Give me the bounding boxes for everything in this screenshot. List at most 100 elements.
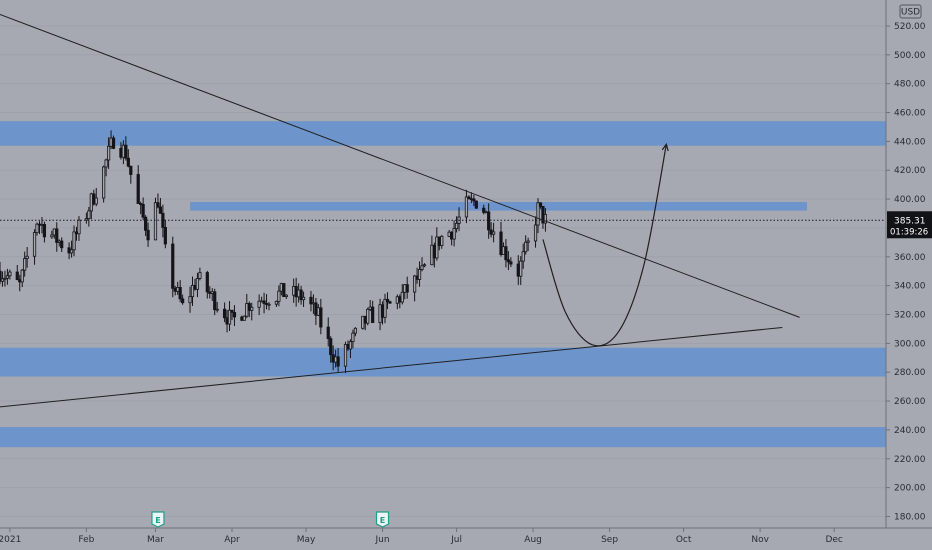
earnings-icon[interactable]: E (151, 511, 165, 528)
candle-body (156, 202, 160, 208)
candle-body (198, 272, 202, 279)
trendline-descending-resistance (0, 13, 800, 318)
price-zone (0, 121, 886, 146)
candle-body (504, 246, 508, 261)
candle-body (178, 287, 182, 300)
earnings-icon-label: E (155, 516, 160, 525)
candle-body (297, 289, 301, 298)
candle-body (292, 286, 296, 296)
candle-body (294, 286, 298, 298)
time-tick-label: Jun (375, 535, 390, 545)
price-tick-label: 240.00 (894, 426, 926, 436)
candle-body (301, 296, 306, 301)
price-tick-label: 460.00 (894, 109, 926, 119)
candle-body (450, 231, 454, 240)
trendline-ascending-support (0, 326, 783, 408)
candle-body (403, 284, 407, 293)
candle-body (452, 228, 456, 240)
candle-body (521, 251, 525, 262)
candle-body (437, 236, 441, 246)
candle-body (398, 296, 402, 303)
candle-body (415, 275, 419, 280)
candle-body (519, 260, 523, 277)
candle-body (516, 263, 520, 277)
price-tick-label: 220.00 (894, 455, 926, 465)
candle-body (188, 296, 192, 304)
candle-body (52, 228, 56, 236)
candle-body (67, 247, 71, 254)
last-price-badge (887, 211, 932, 239)
candle-body (72, 231, 76, 251)
candle-body (378, 304, 382, 323)
time-tick-label: Sep (601, 535, 618, 545)
candle-body (464, 196, 469, 218)
price-tick-label: 420.00 (894, 166, 926, 176)
time-tick-label: Nov (751, 535, 769, 545)
candle-body (163, 227, 167, 245)
time-tick-label: Aug (524, 535, 542, 545)
candle-body (371, 306, 375, 323)
candle-body (136, 174, 140, 204)
candle-body (141, 203, 145, 218)
price-tick-label: 340.00 (894, 282, 926, 292)
candle-body (208, 291, 212, 294)
candle-body (210, 291, 214, 294)
candle-body (55, 228, 59, 243)
candle-body (129, 165, 133, 175)
candle-body (405, 284, 409, 293)
candle-body (37, 223, 42, 226)
candle-body (430, 244, 434, 266)
candle-body (363, 315, 367, 324)
price-zone (190, 201, 808, 211)
candle-body (311, 302, 316, 305)
candle-body (171, 243, 175, 289)
candle-body (491, 231, 496, 235)
candle-body (454, 222, 459, 229)
candle-body (84, 218, 88, 221)
candle-body (173, 287, 177, 292)
candle-body (158, 206, 163, 214)
candle-body (435, 236, 439, 259)
candle-body (499, 231, 503, 255)
candle-body (329, 338, 333, 356)
earnings-icon-label: E (380, 516, 385, 525)
candle-body (277, 290, 281, 302)
candle-body (126, 157, 130, 167)
candle-body (20, 269, 24, 283)
candle-body (469, 198, 473, 201)
candle-body (89, 193, 93, 212)
candle-body (400, 291, 404, 303)
price-zone (0, 427, 886, 448)
candle-body (366, 308, 370, 324)
candle-body (227, 309, 232, 325)
candle-body (111, 137, 116, 149)
candle-body (413, 275, 417, 293)
candle-body (484, 211, 488, 214)
price-tick-label: 400.00 (894, 195, 926, 205)
time-tick-label: Oct (676, 535, 692, 545)
price-tick-label: 180.00 (894, 512, 926, 522)
candle-body (106, 145, 111, 161)
candle-body (417, 268, 422, 280)
last-price-label: 385.31 (894, 216, 926, 226)
price-tick-label: 280.00 (894, 368, 926, 378)
candle-body (0, 270, 2, 282)
candle-body (501, 246, 506, 255)
candle-body (15, 271, 19, 281)
time-tick-label: Jul (450, 535, 462, 545)
candle-body (225, 317, 229, 325)
candle-body (526, 240, 530, 243)
candle-body (190, 284, 195, 298)
candle-body (124, 144, 128, 159)
earnings-icon[interactable]: E (375, 511, 390, 528)
candle-body (3, 277, 7, 280)
candle-body (8, 271, 12, 277)
candle-body (230, 309, 234, 313)
candle-body (316, 307, 320, 316)
candle-body (109, 137, 113, 147)
price-tick-label: 200.00 (894, 484, 926, 494)
candle-body (440, 235, 444, 246)
